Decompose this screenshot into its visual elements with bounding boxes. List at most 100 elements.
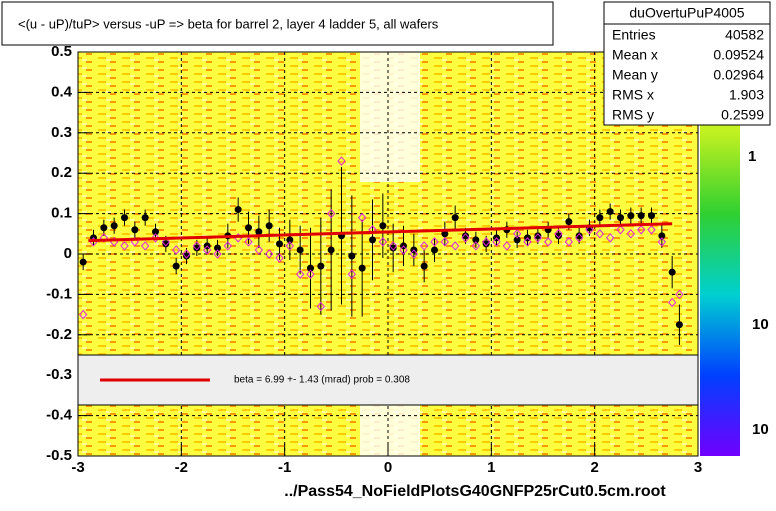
point xyxy=(430,237,439,247)
point xyxy=(565,218,573,226)
point xyxy=(596,214,604,222)
point xyxy=(276,240,283,248)
point xyxy=(399,245,408,255)
point xyxy=(306,269,315,279)
x-tick-label: 2 xyxy=(590,459,598,476)
colorbar-label: 10 xyxy=(752,316,769,333)
point xyxy=(285,241,294,251)
y-tick-label: 0.4 xyxy=(51,83,73,100)
point xyxy=(513,229,522,239)
point xyxy=(606,233,615,243)
y-tick-label: 0.1 xyxy=(51,205,72,222)
point xyxy=(348,252,356,260)
x-tick-label: -1 xyxy=(278,459,291,476)
x-tick-label: 0 xyxy=(384,459,392,476)
point xyxy=(172,245,181,255)
point xyxy=(409,249,418,259)
y-tick-label: -0.1 xyxy=(46,285,72,302)
title-box xyxy=(1,1,554,46)
point xyxy=(327,208,336,219)
stats-value: 0.2599 xyxy=(721,107,764,123)
colorbar-label: 1 xyxy=(748,148,756,165)
point xyxy=(389,244,397,252)
point xyxy=(214,244,221,252)
y-tick-label: 0 xyxy=(64,245,72,262)
point xyxy=(451,214,459,222)
point xyxy=(378,237,387,247)
point xyxy=(327,246,335,254)
point xyxy=(183,252,190,260)
stats-label: Mean y xyxy=(612,67,658,83)
fit-line xyxy=(88,222,673,243)
point xyxy=(213,249,222,259)
point xyxy=(585,225,594,235)
point xyxy=(513,236,521,244)
point xyxy=(275,253,284,263)
point xyxy=(337,156,346,166)
point xyxy=(296,246,304,254)
point xyxy=(534,232,542,240)
point xyxy=(575,232,583,240)
point xyxy=(462,232,469,240)
point xyxy=(182,249,191,259)
point xyxy=(492,237,501,247)
point xyxy=(192,241,201,251)
point xyxy=(440,237,449,247)
point xyxy=(533,233,542,243)
y-tick-label: 0.2 xyxy=(51,164,72,181)
point xyxy=(647,225,656,235)
point xyxy=(627,212,635,220)
stats-label: RMS x xyxy=(612,87,654,103)
point xyxy=(99,233,108,243)
point xyxy=(223,241,232,251)
point xyxy=(316,301,325,312)
stats-label: Mean x xyxy=(612,47,658,63)
colorbar-label: 10 xyxy=(752,421,769,438)
point xyxy=(100,224,108,232)
point xyxy=(668,297,677,308)
point xyxy=(617,214,624,222)
point xyxy=(234,206,242,214)
point xyxy=(668,268,676,276)
x-tick-label: 1 xyxy=(487,459,495,476)
point xyxy=(555,232,562,240)
point xyxy=(141,241,150,251)
point xyxy=(193,244,201,252)
y-tick-label: -0.2 xyxy=(46,326,72,343)
point xyxy=(482,237,491,247)
point xyxy=(244,237,253,247)
point xyxy=(523,237,532,247)
point xyxy=(420,262,428,270)
stats-name: duOvertuPuP4005 xyxy=(629,5,744,21)
point xyxy=(658,232,666,240)
point xyxy=(307,264,314,272)
point xyxy=(564,237,573,247)
point xyxy=(254,245,263,255)
point xyxy=(286,236,294,244)
stats-label: RMS y xyxy=(612,107,654,123)
point xyxy=(657,237,666,247)
point xyxy=(626,229,635,239)
stats-value: 0.09524 xyxy=(713,47,764,63)
stats-value: 0.02964 xyxy=(713,67,764,83)
point xyxy=(358,212,367,223)
point xyxy=(141,214,149,222)
point xyxy=(265,222,273,230)
point xyxy=(151,233,160,243)
y-tick-label: -0.5 xyxy=(46,447,72,464)
point xyxy=(131,226,139,234)
frame xyxy=(77,51,699,457)
point xyxy=(152,228,159,236)
stats-box xyxy=(603,1,771,126)
heatmap-gap xyxy=(360,405,420,456)
point xyxy=(420,241,429,251)
point xyxy=(675,321,683,329)
point xyxy=(544,237,553,247)
x-tick-label: -2 xyxy=(175,459,188,476)
point xyxy=(648,212,655,220)
point xyxy=(172,262,180,270)
point xyxy=(265,249,274,259)
point xyxy=(431,246,438,254)
